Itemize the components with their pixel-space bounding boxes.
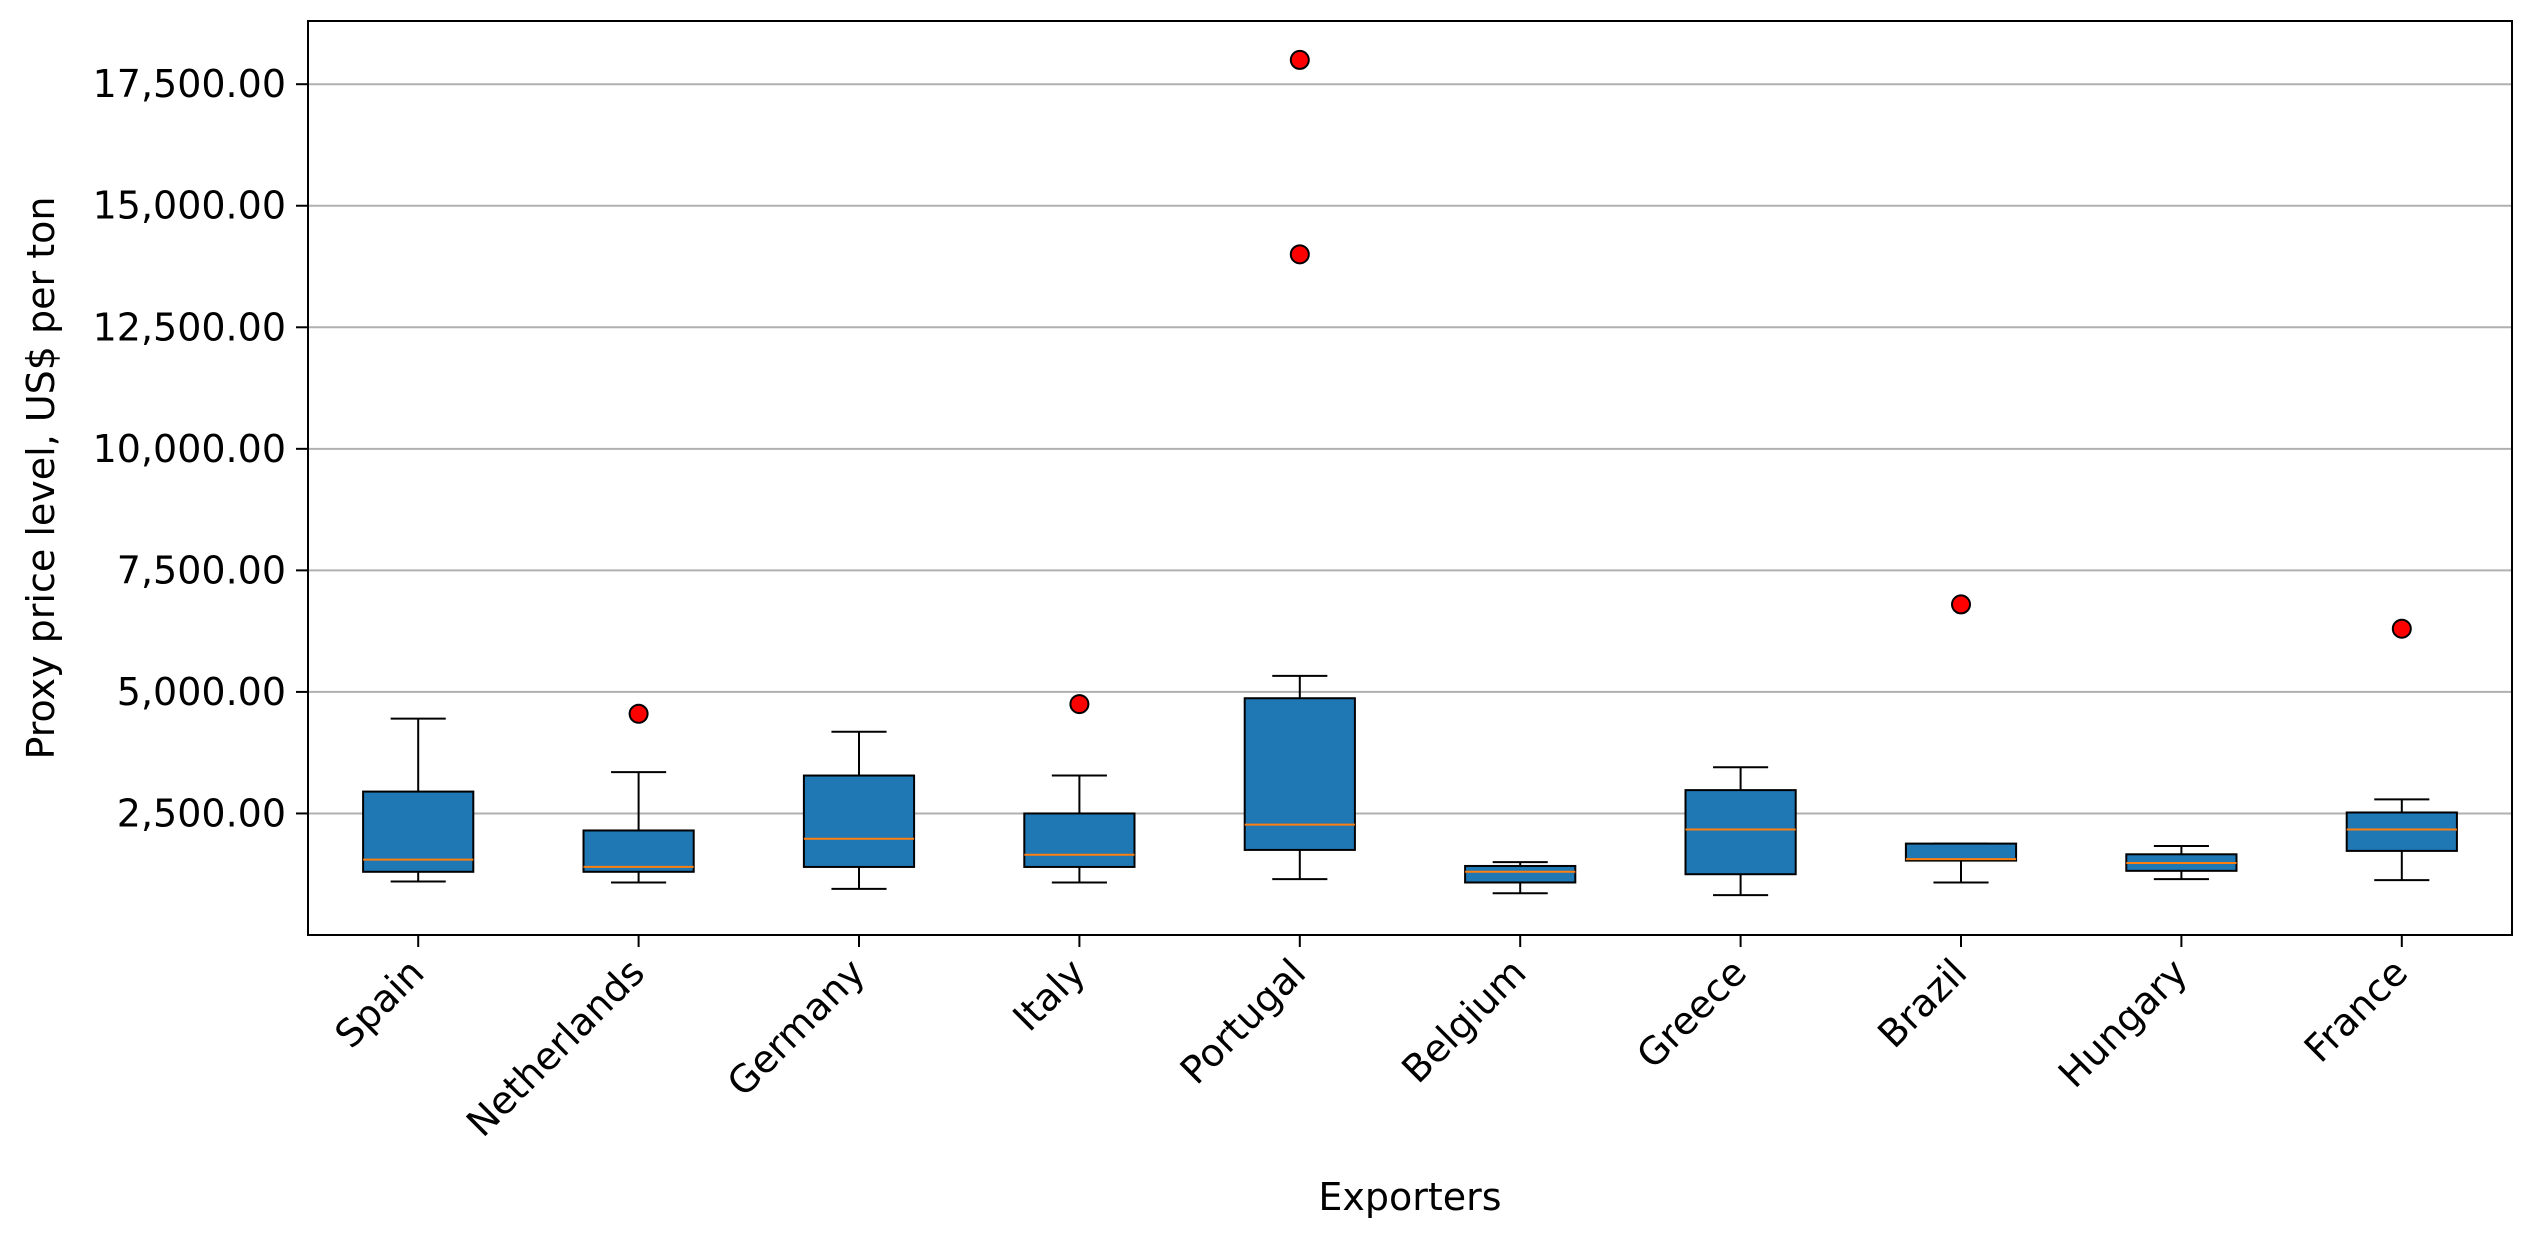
box-italy <box>1023 694 1136 884</box>
x-tick-label: France <box>2296 950 2416 1070</box>
box-netherlands <box>582 703 695 884</box>
y-tick-label: 15,000.00 <box>93 184 286 228</box>
outlier-point <box>628 703 649 724</box>
y-tick-label: 17,500.00 <box>93 62 286 106</box>
box-iqr <box>1684 789 1797 876</box>
box-brazil <box>1904 594 2018 884</box>
boxes <box>362 49 2458 897</box>
box-iqr <box>1904 842 2018 862</box>
outlier-point <box>2391 618 2412 639</box>
outlier-point <box>1289 244 1310 265</box>
box-greece <box>1684 766 1797 897</box>
box-iqr <box>802 774 916 868</box>
box-iqr <box>362 790 475 873</box>
box-iqr <box>582 829 695 873</box>
box-germany <box>802 730 916 890</box>
box-hungary <box>2125 845 2238 881</box>
x-tick-label: Greece <box>1628 950 1755 1077</box>
box-iqr <box>2345 811 2458 852</box>
x-tick-label: Brazil <box>1869 950 1975 1056</box>
y-axis-ticks: 2,500.00 5,000.00 7,500.00 10,000.00 12,500.… <box>93 62 308 835</box>
box-iqr <box>1464 864 1577 884</box>
box-portugal <box>1243 49 1356 881</box>
plot-frame <box>307 20 2513 936</box>
outlier-point <box>1069 694 1090 715</box>
outlier-point <box>1951 594 1971 615</box>
x-tick-label: Spain <box>326 950 432 1056</box>
y-tick-label: 7,500.00 <box>117 548 286 592</box>
box-belgium <box>1464 861 1577 895</box>
x-axis-label: Exporters <box>1318 1175 1501 1219</box>
y-tick-label: 12,500.00 <box>93 305 286 349</box>
x-axis-ticks: Spain Netherlands Germany Italy Portugal Belg… <box>326 935 2416 1145</box>
x-tick-label: Belgium <box>1393 950 1534 1091</box>
box-iqr <box>1243 697 1356 851</box>
x-tick-label: Netherlands <box>458 950 653 1145</box>
box-france <box>2345 618 2458 882</box>
x-tick-label: Hungary <box>2050 950 2196 1096</box>
x-tick-label: Portugal <box>1172 950 1314 1092</box>
outlier-point <box>1289 49 1310 70</box>
box-iqr <box>1023 812 1136 868</box>
x-tick-label: Italy <box>1004 950 1093 1039</box>
y-tick-label: 5,000.00 <box>117 670 286 714</box>
y-tick-label: 2,500.00 <box>117 791 286 835</box>
y-tick-label: 10,000.00 <box>93 427 286 471</box>
y-axis-label: Proxy price level, US$ per ton <box>19 197 63 760</box>
gridlines <box>308 83 2512 815</box>
box-spain <box>362 717 475 883</box>
x-tick-label: Germany <box>719 950 874 1105</box>
